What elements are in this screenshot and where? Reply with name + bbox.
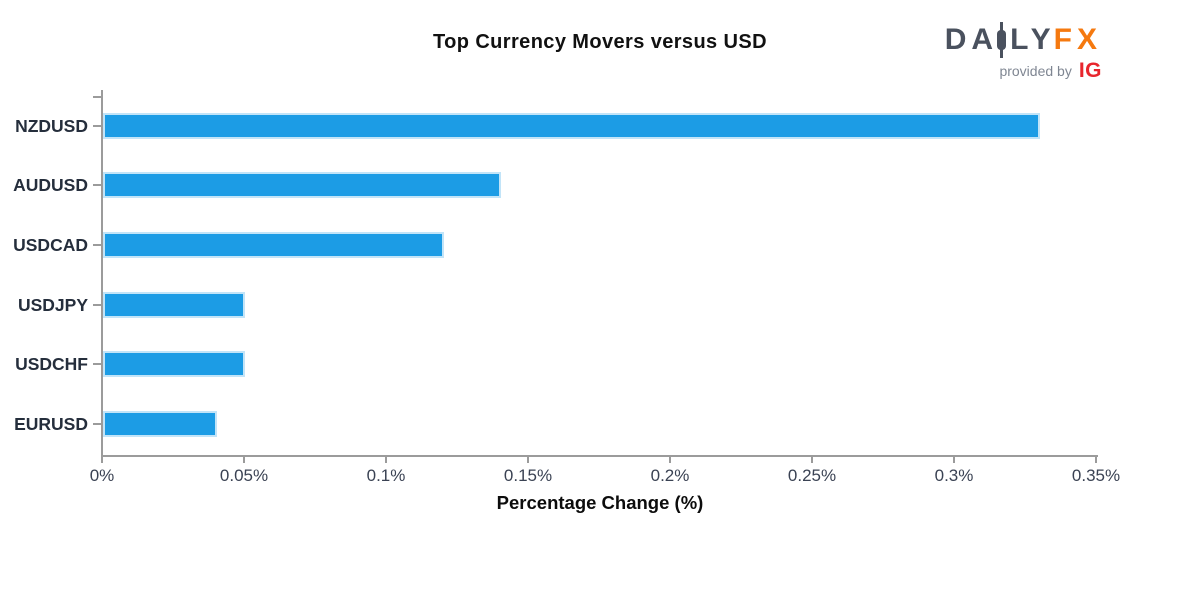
- x-axis-tick: [527, 456, 529, 463]
- ig-logo: IG: [1078, 59, 1102, 82]
- x-axis-tick: [243, 456, 245, 463]
- y-axis-label: EURUSD: [14, 414, 88, 434]
- logo-text-da: DA: [944, 23, 999, 56]
- y-axis-line: [101, 90, 103, 456]
- candlestick-icon: [997, 22, 1007, 58]
- bar-audusd: [103, 172, 501, 199]
- x-axis-tick: [811, 456, 813, 463]
- logo-tagline: provided by: [999, 63, 1072, 79]
- x-axis-tick: [669, 456, 671, 463]
- bar-nzdusd: [103, 112, 1041, 139]
- dailyfx-wordmark: DA LY FX: [945, 22, 1102, 58]
- y-axis-tick: [93, 124, 102, 127]
- x-axis-tick-label: 0.15%: [503, 466, 553, 485]
- y-axis-label: USDCAD: [13, 234, 88, 255]
- x-axis-tick-label: 0.1%: [366, 466, 406, 485]
- logo-text-ly: LY: [1010, 23, 1056, 56]
- y-axis-tick: [93, 303, 102, 306]
- x-axis-tick-label: 0.2%: [650, 466, 690, 485]
- dailyfx-logo: DA LY FX provided by IG: [945, 22, 1102, 83]
- x-axis-line: [101, 455, 1098, 457]
- bar-usdcad: [103, 231, 444, 258]
- y-axis-tick: [93, 423, 102, 425]
- logo-text-fx: FX: [1053, 23, 1102, 56]
- logo-subline: provided by IG: [945, 59, 1102, 83]
- y-axis-tick: [93, 243, 102, 246]
- x-axis-label: Percentage Change (%): [496, 492, 704, 513]
- x-axis-tick-label: 0.05%: [219, 466, 269, 485]
- x-axis-tick: [385, 456, 387, 463]
- x-axis-tick-label: 0%: [89, 466, 115, 485]
- x-axis-tick: [953, 456, 955, 463]
- y-axis-tick: [93, 363, 102, 366]
- y-axis-label: USDJPY: [17, 294, 88, 315]
- chart-title: Top Currency Movers versus USD: [433, 31, 767, 53]
- y-axis-label: NZDUSD: [15, 115, 88, 136]
- x-axis-tick: [101, 456, 103, 463]
- y-axis-tick: [93, 184, 102, 187]
- y-axis-label: AUDUSD: [13, 175, 88, 196]
- bar-eurusd: [103, 411, 217, 437]
- bar-usdjpy: [103, 291, 245, 318]
- x-axis-tick-label: 0.25%: [787, 466, 837, 485]
- x-axis-tick-label: 0.3%: [934, 466, 974, 485]
- y-axis-label: USDCHF: [15, 354, 88, 375]
- bar-usdchf: [103, 351, 245, 378]
- x-axis-tick: [1095, 456, 1097, 463]
- candlestick-body: [997, 30, 1007, 50]
- x-axis-tick-label: 0.35%: [1071, 466, 1121, 485]
- y-axis-top-tick: [93, 96, 102, 98]
